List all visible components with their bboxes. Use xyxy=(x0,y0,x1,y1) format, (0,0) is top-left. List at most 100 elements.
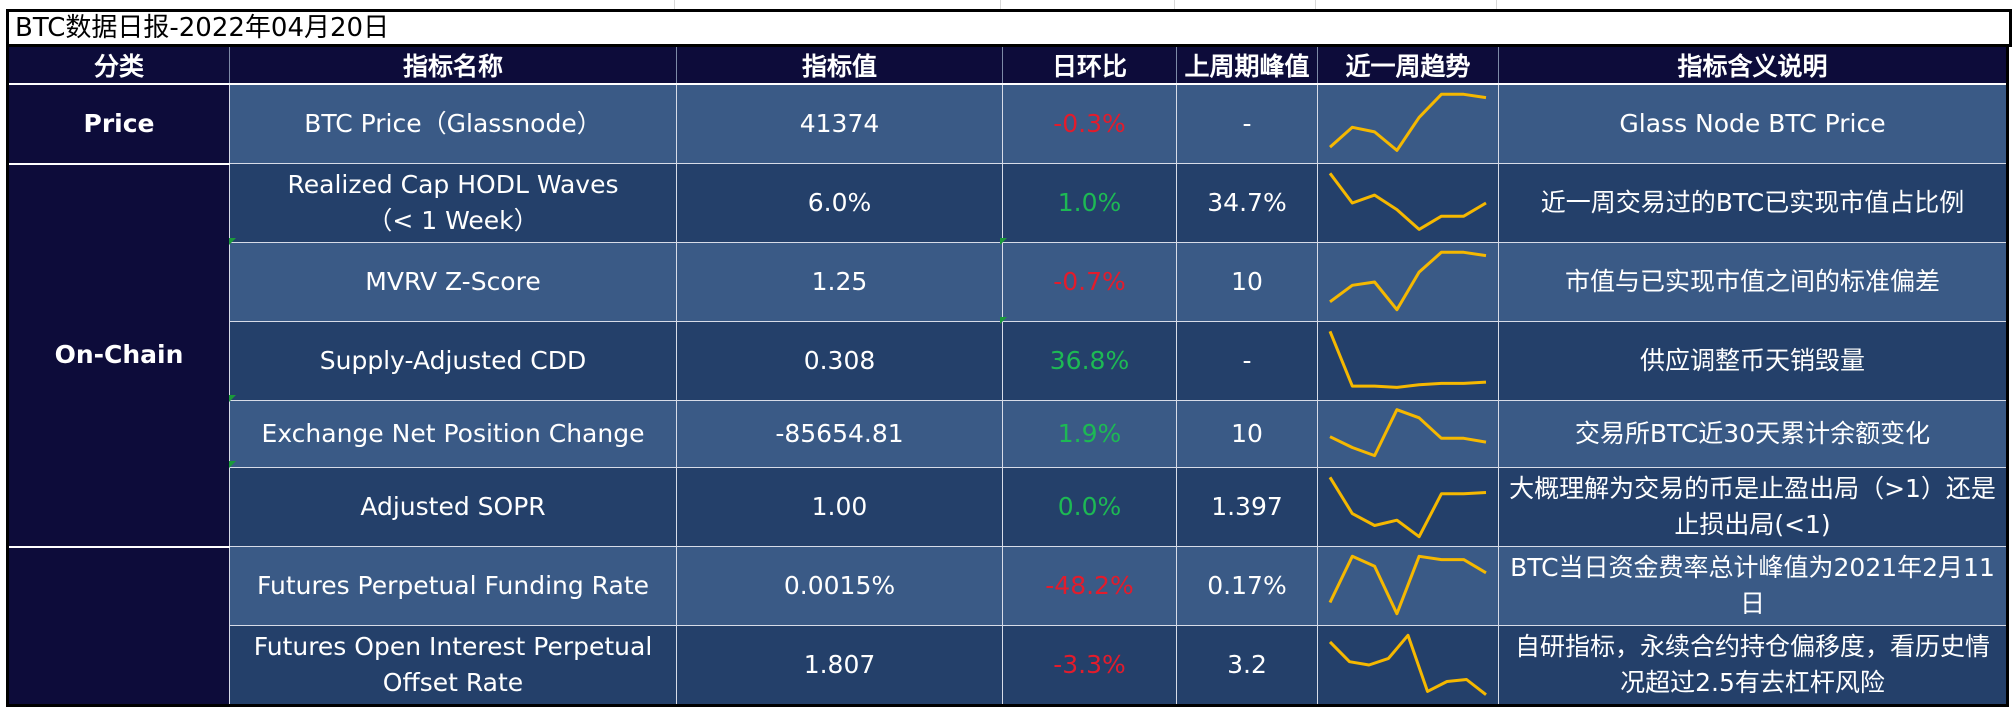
peak-value[interactable]: 10 xyxy=(1176,242,1318,322)
indicator-name-cell[interactable]: Exchange Net Position Change xyxy=(229,400,677,468)
sparkline-line xyxy=(1328,330,1487,389)
peak-value[interactable]: 10 xyxy=(1176,400,1318,468)
comment-marker-icon[interactable] xyxy=(1000,238,1007,245)
sparkline-chart xyxy=(1328,633,1487,696)
indicator-desc-cell[interactable]: 近一周交易过的BTC已实现市值占比例 xyxy=(1498,163,2008,243)
trend-cell[interactable] xyxy=(1317,467,1499,547)
trend-cell[interactable] xyxy=(1317,400,1499,468)
indicator-value[interactable]: 0.0015% xyxy=(676,546,1003,626)
peak-value[interactable]: - xyxy=(1176,321,1318,401)
indicator-value[interactable]: 41374 xyxy=(676,83,1003,164)
indicator-desc-cell[interactable]: 自研指标，永续合约持仓偏移度，看历史情 况超过2.5有去杠杆风险 xyxy=(1498,625,2008,706)
trend-cell[interactable] xyxy=(1317,625,1499,706)
dod-change[interactable]: -0.7% xyxy=(1002,242,1177,322)
indicator-desc: 大概理解为交易的币是止盈出局（>1）还是 xyxy=(1509,474,1996,503)
indicator-name-line2: Offset Rate xyxy=(382,668,524,697)
category-cell-price[interactable]: Price xyxy=(7,84,230,164)
indicator-value[interactable]: 1.00 xyxy=(676,467,1003,547)
indicator-desc-cell[interactable]: 市值与已实现市值之间的标准偏差 xyxy=(1498,242,2008,322)
indicator-value[interactable]: 6.0% xyxy=(676,163,1003,243)
category-cell-derivatives[interactable] xyxy=(7,545,230,706)
indicator-desc-line2: 止损出局(<1) xyxy=(1674,510,1831,539)
indicator-desc-cell[interactable]: 大概理解为交易的币是止盈出局（>1）还是 止损出局(<1) xyxy=(1498,467,2008,547)
indicator-name-cell[interactable]: BTC Price（Glassnode） xyxy=(229,83,677,164)
header-peak[interactable]: 上周期峰值 xyxy=(1176,47,1318,85)
indicator-name-cell[interactable]: Adjusted SOPR xyxy=(229,467,677,547)
sparkline-line xyxy=(1329,250,1487,312)
table-row: Futures Perpetual Funding Rate 0.0015% -… xyxy=(7,545,2008,706)
dod-change[interactable]: -48.2% xyxy=(1002,546,1177,626)
table-row: On-Chain Realized Cap HODL Waves （< 1 Wee… xyxy=(7,162,2008,547)
header-row: 分类 指标名称 指标值 日环比 上周期峰值 近一周趋势 指标含义说明 xyxy=(7,47,2008,85)
indicator-desc: 近一周交易过的BTC已实现市值占比例 xyxy=(1540,188,1965,217)
dod-change[interactable]: 1.9% xyxy=(1002,400,1177,468)
sparkline-chart xyxy=(1329,92,1487,152)
table-row: Futures Open Interest Perpetual Offset Ra… xyxy=(8,625,2008,706)
indicator-desc: Glass Node BTC Price xyxy=(1619,109,1886,138)
indicator-name-cell[interactable]: Supply-Adjusted CDD xyxy=(229,321,677,401)
sparkline-line xyxy=(1329,92,1487,152)
indicator-value[interactable]: 1.25 xyxy=(676,242,1003,322)
trend-cell[interactable] xyxy=(1317,546,1499,626)
indicator-name: MVRV Z-Score xyxy=(365,267,541,296)
peak-value[interactable]: - xyxy=(1176,83,1318,164)
dod-change[interactable]: -0.3% xyxy=(1002,83,1177,164)
indicator-desc: 交易所BTC近30天累计余额变化 xyxy=(1574,419,1931,448)
table-row: Exchange Net Position Change -85654.81 1… xyxy=(8,400,2008,468)
indicator-desc-cell[interactable]: Glass Node BTC Price xyxy=(1498,83,2008,164)
comment-marker-icon[interactable] xyxy=(1000,317,1007,324)
report-title[interactable]: BTC数据日报-2022年04月20日 xyxy=(6,9,2012,47)
indicator-name-cell[interactable]: Futures Open Interest Perpetual Offset Ra… xyxy=(229,625,677,706)
indicator-name: Futures Perpetual Funding Rate xyxy=(256,571,650,600)
indicator-name-cell[interactable]: Realized Cap HODL Waves （< 1 Week） xyxy=(229,163,677,243)
indicator-desc-cell[interactable]: BTC当日资金费率总计峰值为2021年2月11日 xyxy=(1498,546,2008,626)
table-row: Supply-Adjusted CDD 0.308 36.8% - 供应调整币天… xyxy=(8,321,2008,401)
indicator-desc: 供应调整币天销毁量 xyxy=(1639,346,1865,375)
grid-line xyxy=(674,0,675,10)
header-value[interactable]: 指标值 xyxy=(676,47,1003,85)
header-trend[interactable]: 近一周趋势 xyxy=(1317,47,1499,85)
category-cell-onchain[interactable]: On-Chain xyxy=(7,162,230,547)
sparkline-line xyxy=(1328,554,1487,616)
indicator-desc-cell[interactable]: 交易所BTC近30天累计余额变化 xyxy=(1498,400,2008,468)
header-name[interactable]: 指标名称 xyxy=(229,47,677,85)
header-dod[interactable]: 日环比 xyxy=(1002,47,1177,85)
header-desc[interactable]: 指标含义说明 xyxy=(1498,47,2008,85)
indicator-name-cell[interactable]: MVRV Z-Score xyxy=(229,242,677,322)
trend-cell[interactable] xyxy=(1317,242,1499,322)
comment-marker-icon[interactable] xyxy=(229,238,236,245)
dod-change[interactable]: 36.8% xyxy=(1002,321,1177,401)
indicator-value[interactable]: 0.308 xyxy=(676,321,1003,401)
peak-value[interactable]: 0.17% xyxy=(1176,546,1318,626)
comment-marker-icon[interactable] xyxy=(229,461,236,468)
indicator-desc-cell[interactable]: 供应调整币天销毁量 xyxy=(1498,321,2008,401)
grid-line xyxy=(1000,0,1001,10)
indicator-name: Realized Cap HODL Waves xyxy=(287,170,619,199)
sparkline-chart xyxy=(1328,330,1487,389)
sparkline-line xyxy=(1328,476,1487,539)
sparkline-chart xyxy=(1329,250,1487,312)
table-row: Adjusted SOPR 1.00 0.0% 1.397 大概理解为交易的币是… xyxy=(8,467,2008,547)
peak-value[interactable]: 3.2 xyxy=(1176,625,1318,706)
trend-cell[interactable] xyxy=(1317,163,1499,243)
dod-change[interactable]: -3.3% xyxy=(1002,625,1177,706)
dod-change[interactable]: 0.0% xyxy=(1002,467,1177,547)
indicator-name-line2: （< 1 Week） xyxy=(367,206,539,235)
dod-change[interactable]: 1.0% xyxy=(1002,163,1177,243)
sparkline-chart xyxy=(1328,554,1487,616)
indicator-name: BTC Price（Glassnode） xyxy=(304,109,602,138)
indicator-name-cell[interactable]: Futures Perpetual Funding Rate xyxy=(229,546,677,626)
indicator-desc: 自研指标，永续合约持仓偏移度，看历史情 xyxy=(1514,632,1990,661)
sparkline-chart xyxy=(1328,172,1487,231)
header-category[interactable]: 分类 xyxy=(7,47,230,85)
peak-value[interactable]: 1.397 xyxy=(1176,467,1318,547)
comment-marker-icon[interactable] xyxy=(229,395,236,402)
trend-cell[interactable] xyxy=(1317,83,1499,164)
peak-value[interactable]: 34.7% xyxy=(1176,163,1318,243)
indicator-value[interactable]: -85654.81 xyxy=(676,400,1003,468)
indicator-value[interactable]: 1.807 xyxy=(676,625,1003,706)
indicator-desc-line2: 况超过2.5有去杠杆风险 xyxy=(1620,668,1885,697)
indicator-table: 分类 指标名称 指标值 日环比 上周期峰值 近一周趋势 指标含义说明 Price… xyxy=(6,47,2009,707)
trend-cell[interactable] xyxy=(1317,321,1499,401)
